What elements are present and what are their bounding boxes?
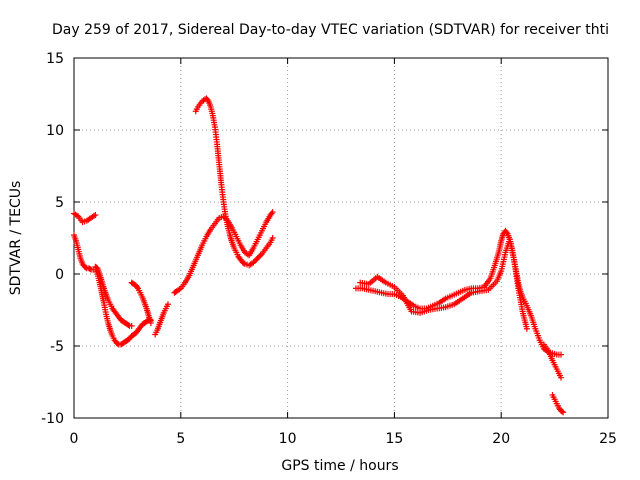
data-point (269, 235, 276, 241)
series-seg-a (71, 210, 99, 226)
y-tick-label: -5 (50, 339, 64, 355)
data-point (254, 255, 261, 262)
y-tick-label: 5 (55, 195, 64, 211)
plot-frame (73, 57, 609, 419)
y-tick-labels: -10 -5 0 5 10 15 (41, 51, 64, 427)
series-seg-e (152, 301, 171, 338)
x-tick-labels: 0 5 10 15 20 25 (70, 431, 617, 447)
data-point (560, 409, 567, 416)
data-point (164, 301, 171, 308)
series-seg-g (192, 95, 276, 269)
y-tick-label: 10 (46, 123, 64, 139)
data-point (558, 351, 565, 358)
x-tick-label: 20 (492, 431, 510, 447)
data-point (240, 260, 247, 267)
data-point (269, 209, 276, 216)
series-seg-c (92, 263, 135, 329)
data-point (82, 264, 89, 271)
data-point (92, 211, 99, 218)
y-tick-label: -10 (41, 411, 64, 427)
data-point (559, 408, 566, 415)
y-tick-label: 15 (46, 51, 64, 67)
data-point (523, 325, 530, 332)
y-axis-label: SDTVAR / TECUs (8, 181, 24, 296)
x-tick-label: 15 (385, 431, 403, 447)
data-point (147, 319, 154, 326)
x-tick-label: 25 (599, 431, 617, 447)
series-seg-h (352, 227, 565, 358)
series-seg-k (549, 391, 567, 416)
axis-ticks (73, 57, 609, 419)
data-point (128, 322, 135, 329)
x-tick-label: 5 (176, 431, 185, 447)
chart-title: Day 259 of 2017, Sidereal Day-to-day VTE… (52, 22, 609, 38)
data-point (558, 374, 565, 381)
x-tick-label: 0 (70, 431, 79, 447)
data-point (257, 252, 264, 259)
data-point (87, 265, 94, 272)
series-seg-j (540, 341, 565, 381)
series-seg-i (357, 236, 530, 332)
data-point (125, 322, 132, 329)
x-axis-label: GPS time / hours (281, 458, 398, 474)
y-tick-label: 0 (55, 267, 64, 283)
x-tick-label: 10 (279, 431, 297, 447)
data-point (256, 253, 263, 260)
grid-lines (74, 58, 608, 418)
series-seg-b (71, 232, 154, 348)
data-points (71, 95, 567, 416)
series-seg-d (128, 279, 154, 326)
data-point (253, 256, 260, 263)
